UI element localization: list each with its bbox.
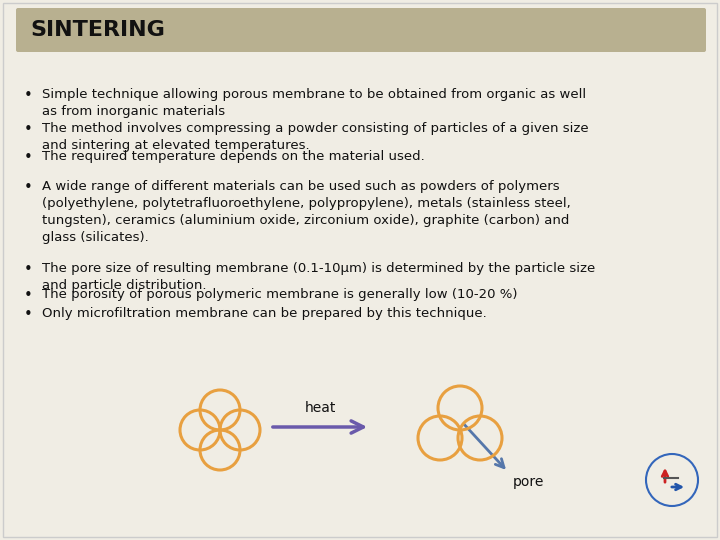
FancyBboxPatch shape [16,8,706,52]
Text: •: • [24,307,32,322]
Text: •: • [24,288,32,303]
Text: Simple technique allowing porous membrane to be obtained from organic as well
as: Simple technique allowing porous membran… [42,88,586,118]
Text: •: • [24,150,32,165]
Text: The pore size of resulting membrane (0.1-10μm) is determined by the particle siz: The pore size of resulting membrane (0.1… [42,262,595,292]
Text: pore: pore [513,475,544,489]
Text: •: • [24,122,32,137]
Text: •: • [24,262,32,277]
Text: •: • [24,88,32,103]
Text: •: • [24,180,32,195]
Text: The required temperature depends on the material used.: The required temperature depends on the … [42,150,425,163]
Text: SINTERING: SINTERING [30,20,165,40]
Text: heat: heat [305,401,336,415]
Text: The method involves compressing a powder consisting of particles of a given size: The method involves compressing a powder… [42,122,589,152]
Text: The porosity of porous polymeric membrane is generally low (10-20 %): The porosity of porous polymeric membran… [42,288,518,301]
Text: A wide range of different materials can be used such as powders of polymers
(pol: A wide range of different materials can … [42,180,571,244]
Text: Only microfiltration membrane can be prepared by this technique.: Only microfiltration membrane can be pre… [42,307,487,320]
